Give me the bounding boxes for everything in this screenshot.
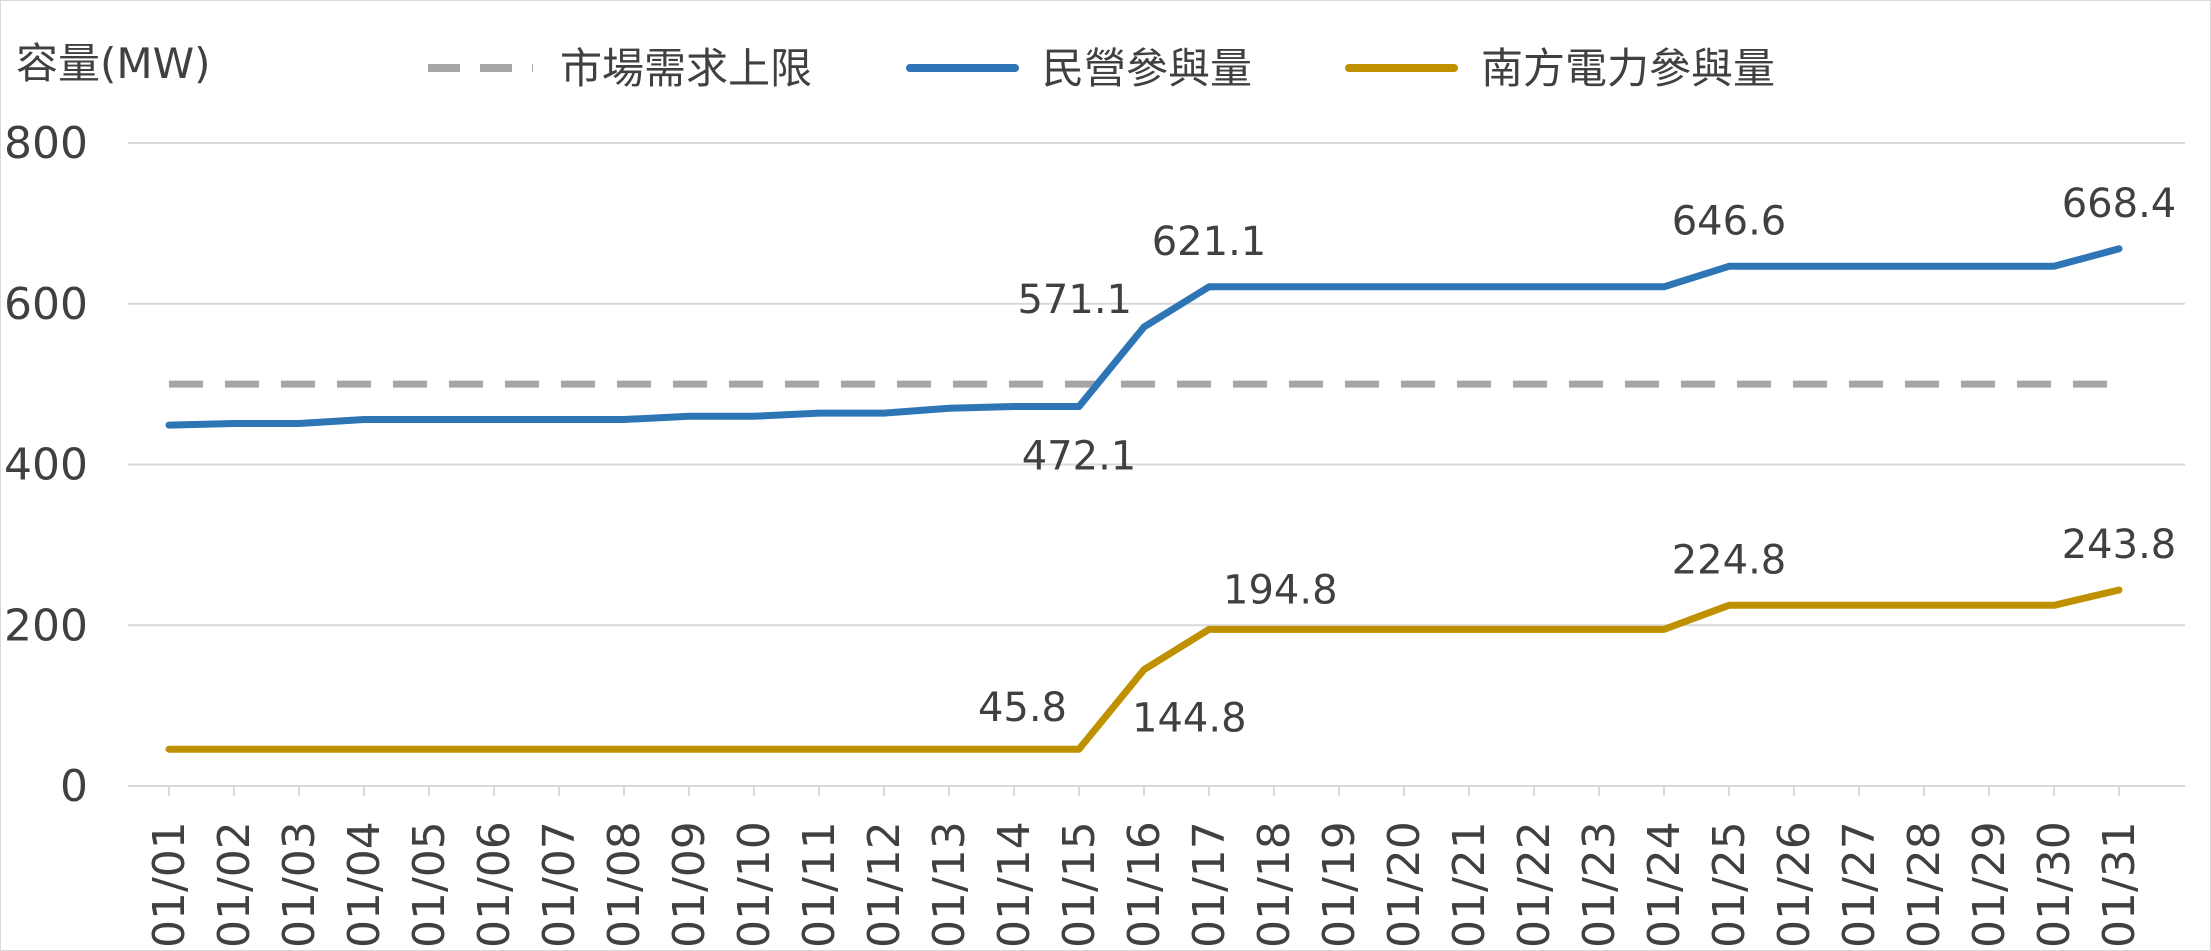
gridlines [128,142,2185,787]
x-tick-label: 01/05 [404,821,455,948]
x-tick-label: 01/16 [1119,821,1170,948]
y-tick-label: 0 [60,761,88,812]
x-tick-label: 01/07 [534,821,585,948]
x-tick-label: 01/23 [1574,821,1625,948]
legend-label: 民營參與量 [1042,44,1252,93]
data-labels: 472.1 571.1 621.1 646.6 668.4 45.8 144.8 194.8 2… [978,181,2176,742]
x-tick-label: 01/20 [1379,821,1430,948]
x-tick-label: 01/15 [1054,821,1105,948]
data-label: 668.4 [2062,181,2177,227]
x-tick-label: 01/12 [859,821,910,948]
data-label: 194.8 [1223,567,1338,613]
data-label: 45.8 [978,685,1067,731]
y-axis-ticks: 0 200 400 600 800 [4,118,88,812]
x-tick-label: 01/09 [664,821,715,948]
data-label: 621.1 [1152,219,1267,265]
legend: 市場需求上限 民營參與量 南方電力參與量 [428,44,1775,93]
x-axis-ticks: 01/01 01/02 01/03 01/04 01/05 01/06 01/07 01/08… [144,786,2145,948]
data-label: 243.8 [2062,522,2177,568]
x-tick-label: 01/29 [1964,821,2015,948]
series-line-2 [165,586,2123,753]
x-tick-label: 01/31 [2094,821,2145,948]
x-tick-label: 01/08 [599,821,650,948]
y-tick-label: 800 [4,118,88,169]
x-tick-label: 01/11 [794,821,845,948]
x-tick-label: 01/13 [924,821,975,948]
x-tick-label: 01/17 [1184,821,1235,948]
y-tick-label: 200 [4,600,88,651]
series-line-1 [165,245,2123,429]
x-tick-label: 01/28 [1899,821,1950,948]
x-tick-label: 01/04 [339,821,390,948]
x-tick-label: 01/30 [2029,821,2080,948]
data-label: 224.8 [1672,537,1787,583]
x-tick-label: 01/21 [1444,821,1495,948]
series-lines [165,245,2123,753]
x-tick-label: 01/24 [1639,821,1690,948]
y-tick-label: 400 [4,440,88,491]
x-tick-label: 01/26 [1769,821,1820,948]
x-tick-label: 01/22 [1509,821,1560,948]
x-tick-label: 01/18 [1249,821,1300,948]
data-label: 646.6 [1672,198,1787,244]
x-tick-label: 01/02 [209,821,260,948]
data-label: 144.8 [1132,696,1247,742]
x-tick-label: 01/19 [1314,821,1365,948]
x-tick-label: 01/14 [989,821,1040,948]
data-label: 571.1 [1017,277,1132,323]
x-tick-label: 01/25 [1704,821,1755,948]
legend-label: 市場需求上限 [560,44,812,93]
x-tick-label: 01/06 [469,821,520,948]
x-tick-label: 01/03 [274,821,325,948]
x-tick-label: 01/27 [1834,821,1885,948]
data-label: 472.1 [1022,434,1137,480]
legend-label: 南方電力參與量 [1481,44,1775,93]
y-axis-label: 容量(MW) [16,39,211,88]
x-tick-label: 01/10 [729,821,780,948]
y-tick-label: 600 [4,279,88,330]
x-tick-label: 01/01 [144,821,195,948]
